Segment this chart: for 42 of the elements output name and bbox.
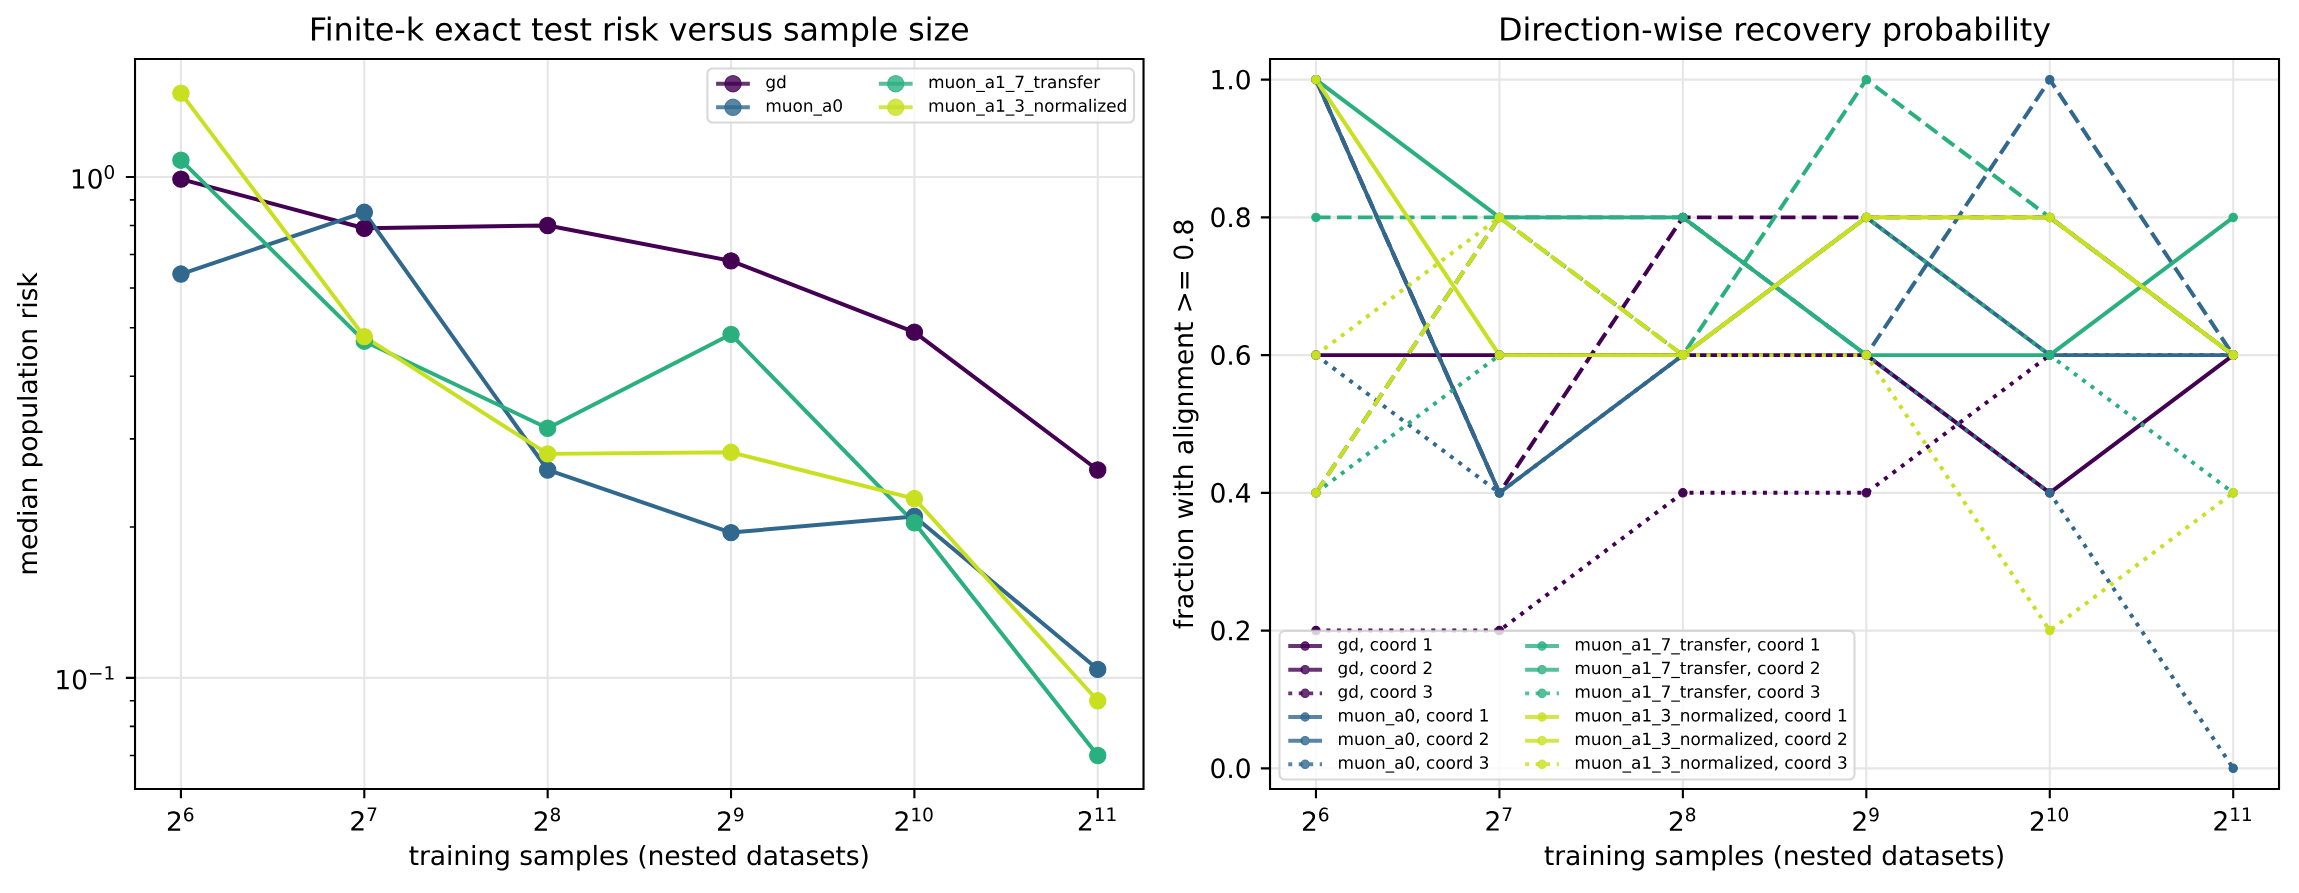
legend-label: muon_a1_7_transfer, coord 1 (1575, 637, 1820, 655)
chart-title: Direction-wise recovery probability (1501, 16, 2051, 48)
legend-label: muon_a0, coord 3 (1339, 755, 1489, 773)
y-tick-label: 0.8 (1211, 207, 1250, 228)
legend-label: gd, coord 2 (1338, 661, 1432, 678)
y-axis-title: fraction with alignment >= 0.8 (1172, 220, 1199, 629)
x-tick-label: 2$^{10}$ (895, 807, 933, 831)
legend-label: muon_a0, coord 1 (1339, 708, 1488, 726)
y-tick-label: 0.0 (1211, 758, 1250, 779)
x-tick-label: 2$^{8}$ (534, 807, 560, 831)
y-tick-label: 0.6 (1211, 345, 1250, 366)
legend-label: muon_a0, coord 2 (1339, 732, 1488, 749)
x-axis-title: training samples (nested datasets) (409, 844, 868, 871)
legend-label: muon_a1_7_transfer, coord 2 (1575, 661, 1819, 679)
x-tick-label: 2$^{11}$ (2214, 807, 2252, 831)
y-tick-label: 10$^{0}$ (72, 165, 114, 189)
legend-label: muon_a1_3_normalized (929, 98, 1126, 116)
x-tick-label: 2$^{9}$ (1853, 807, 1879, 831)
x-tick-label: 2$^{9}$ (718, 807, 744, 831)
y-tick-label: 0.4 (1211, 482, 1251, 503)
legend-label: muon_a1_3_normalized, coord 1 (1575, 708, 1847, 726)
x-tick-label: 2$^{6}$ (1302, 807, 1329, 831)
y-tick-label: 1.0 (1212, 69, 1250, 90)
legend-label: muon_a1_3_normalized, coord 3 (1575, 755, 1847, 773)
x-tick-label: 2$^{6}$ (167, 807, 194, 831)
x-tick-label: 2$^{7}$ (351, 807, 377, 831)
legend-label: gd (766, 75, 786, 92)
y-tick-label: 0.2 (1211, 620, 1249, 641)
y-axis-title: median population risk (16, 272, 43, 574)
legend-label: muon_a0 (766, 99, 842, 116)
legend-label: muon_a1_7_transfer, coord 3 (1575, 684, 1820, 702)
x-tick-label: 2$^{8}$ (1669, 807, 1696, 831)
x-tick-label: 2$^{7}$ (1486, 807, 1512, 831)
legend-label: gd, coord 1 (1338, 637, 1432, 654)
x-tick-label: 2$^{10}$ (2030, 807, 2069, 831)
y-tick-label: 10$^{−1}$ (57, 666, 114, 690)
chart-title: Finite-k exact test risk versus sample size (311, 16, 968, 48)
legend-label: muon_a1_7_transfer (929, 75, 1101, 93)
legend-label: gd, coord 3 (1338, 684, 1432, 702)
x-axis-title: training samples (nested datasets) (1544, 844, 2003, 871)
legend-label: muon_a1_3_normalized, coord 2 (1575, 732, 1847, 749)
x-tick-label: 2$^{11}$ (1078, 807, 1116, 831)
